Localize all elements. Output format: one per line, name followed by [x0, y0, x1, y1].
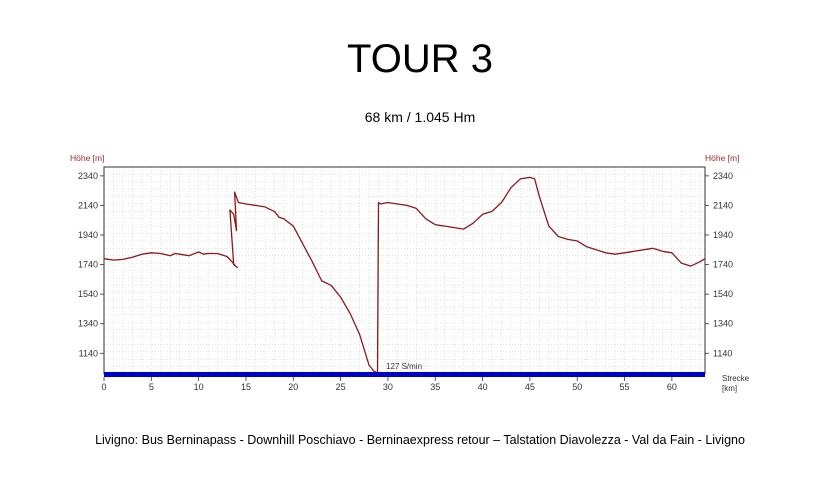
y-tick-label-right: 2340	[713, 171, 733, 181]
y-tick-label-left: 1340	[78, 319, 98, 329]
y-tick-label-left: 1740	[78, 260, 98, 270]
y-tick-label-right: 1540	[713, 289, 733, 299]
y-tick-label-right: 1140	[713, 348, 732, 358]
x-tick-label: 10	[194, 382, 204, 392]
x-tick-label: 50	[572, 382, 582, 392]
y-ticks-left: 1140 1340 1540 1740 1940 2140 2340	[78, 171, 104, 358]
x-tick-label: 20	[288, 382, 298, 392]
x-ticks: 0 5 10 15 20 25 30 35 40 45 50 55 60	[101, 377, 677, 392]
y-tick-label-left: 1940	[78, 230, 98, 240]
x-axis-label: Strecke	[722, 374, 750, 383]
x-tick-label: 0	[101, 382, 106, 392]
y-tick-label-left: 2340	[78, 171, 98, 181]
x-tick-label: 25	[336, 382, 346, 392]
grid-lines	[104, 167, 705, 374]
x-tick-label: 55	[620, 382, 630, 392]
y-tick-label-right: 1940	[713, 230, 733, 240]
x-tick-label: 35	[430, 382, 440, 392]
cadence-annotation: 127 S/min	[386, 362, 422, 371]
y-tick-label-right: 2140	[713, 200, 733, 210]
route-caption: Livigno: Bus Berninapass - Downhill Posc…	[95, 433, 745, 447]
x-axis-unit: [km]	[722, 384, 737, 393]
x-tick-label: 15	[241, 382, 251, 392]
x-tick-label: 45	[525, 382, 535, 392]
y-tick-label-left: 1540	[78, 289, 98, 299]
page-title: TOUR 3	[347, 37, 493, 81]
y-axis-label-left: Höhe [m]	[70, 153, 105, 163]
page-subtitle: 68 km / 1.045 Hm	[364, 109, 476, 125]
baseline-bar	[104, 372, 705, 377]
elevation-series-line	[103, 176, 706, 374]
x-tick-label: 60	[667, 382, 677, 392]
y-tick-label-left: 2140	[78, 200, 98, 210]
y-axis-label-right: Höhe [m]	[705, 153, 740, 163]
y-tick-label-left: 1140	[79, 348, 98, 358]
y-tick-label-right: 1340	[713, 319, 733, 329]
x-tick-label: 5	[149, 382, 154, 392]
x-tick-label: 30	[383, 382, 393, 392]
y-ticks-right: 1140 1340 1540 1740 1940 2140 2340	[705, 171, 733, 358]
x-tick-label: 40	[478, 382, 488, 392]
y-tick-label-right: 1740	[713, 260, 733, 270]
